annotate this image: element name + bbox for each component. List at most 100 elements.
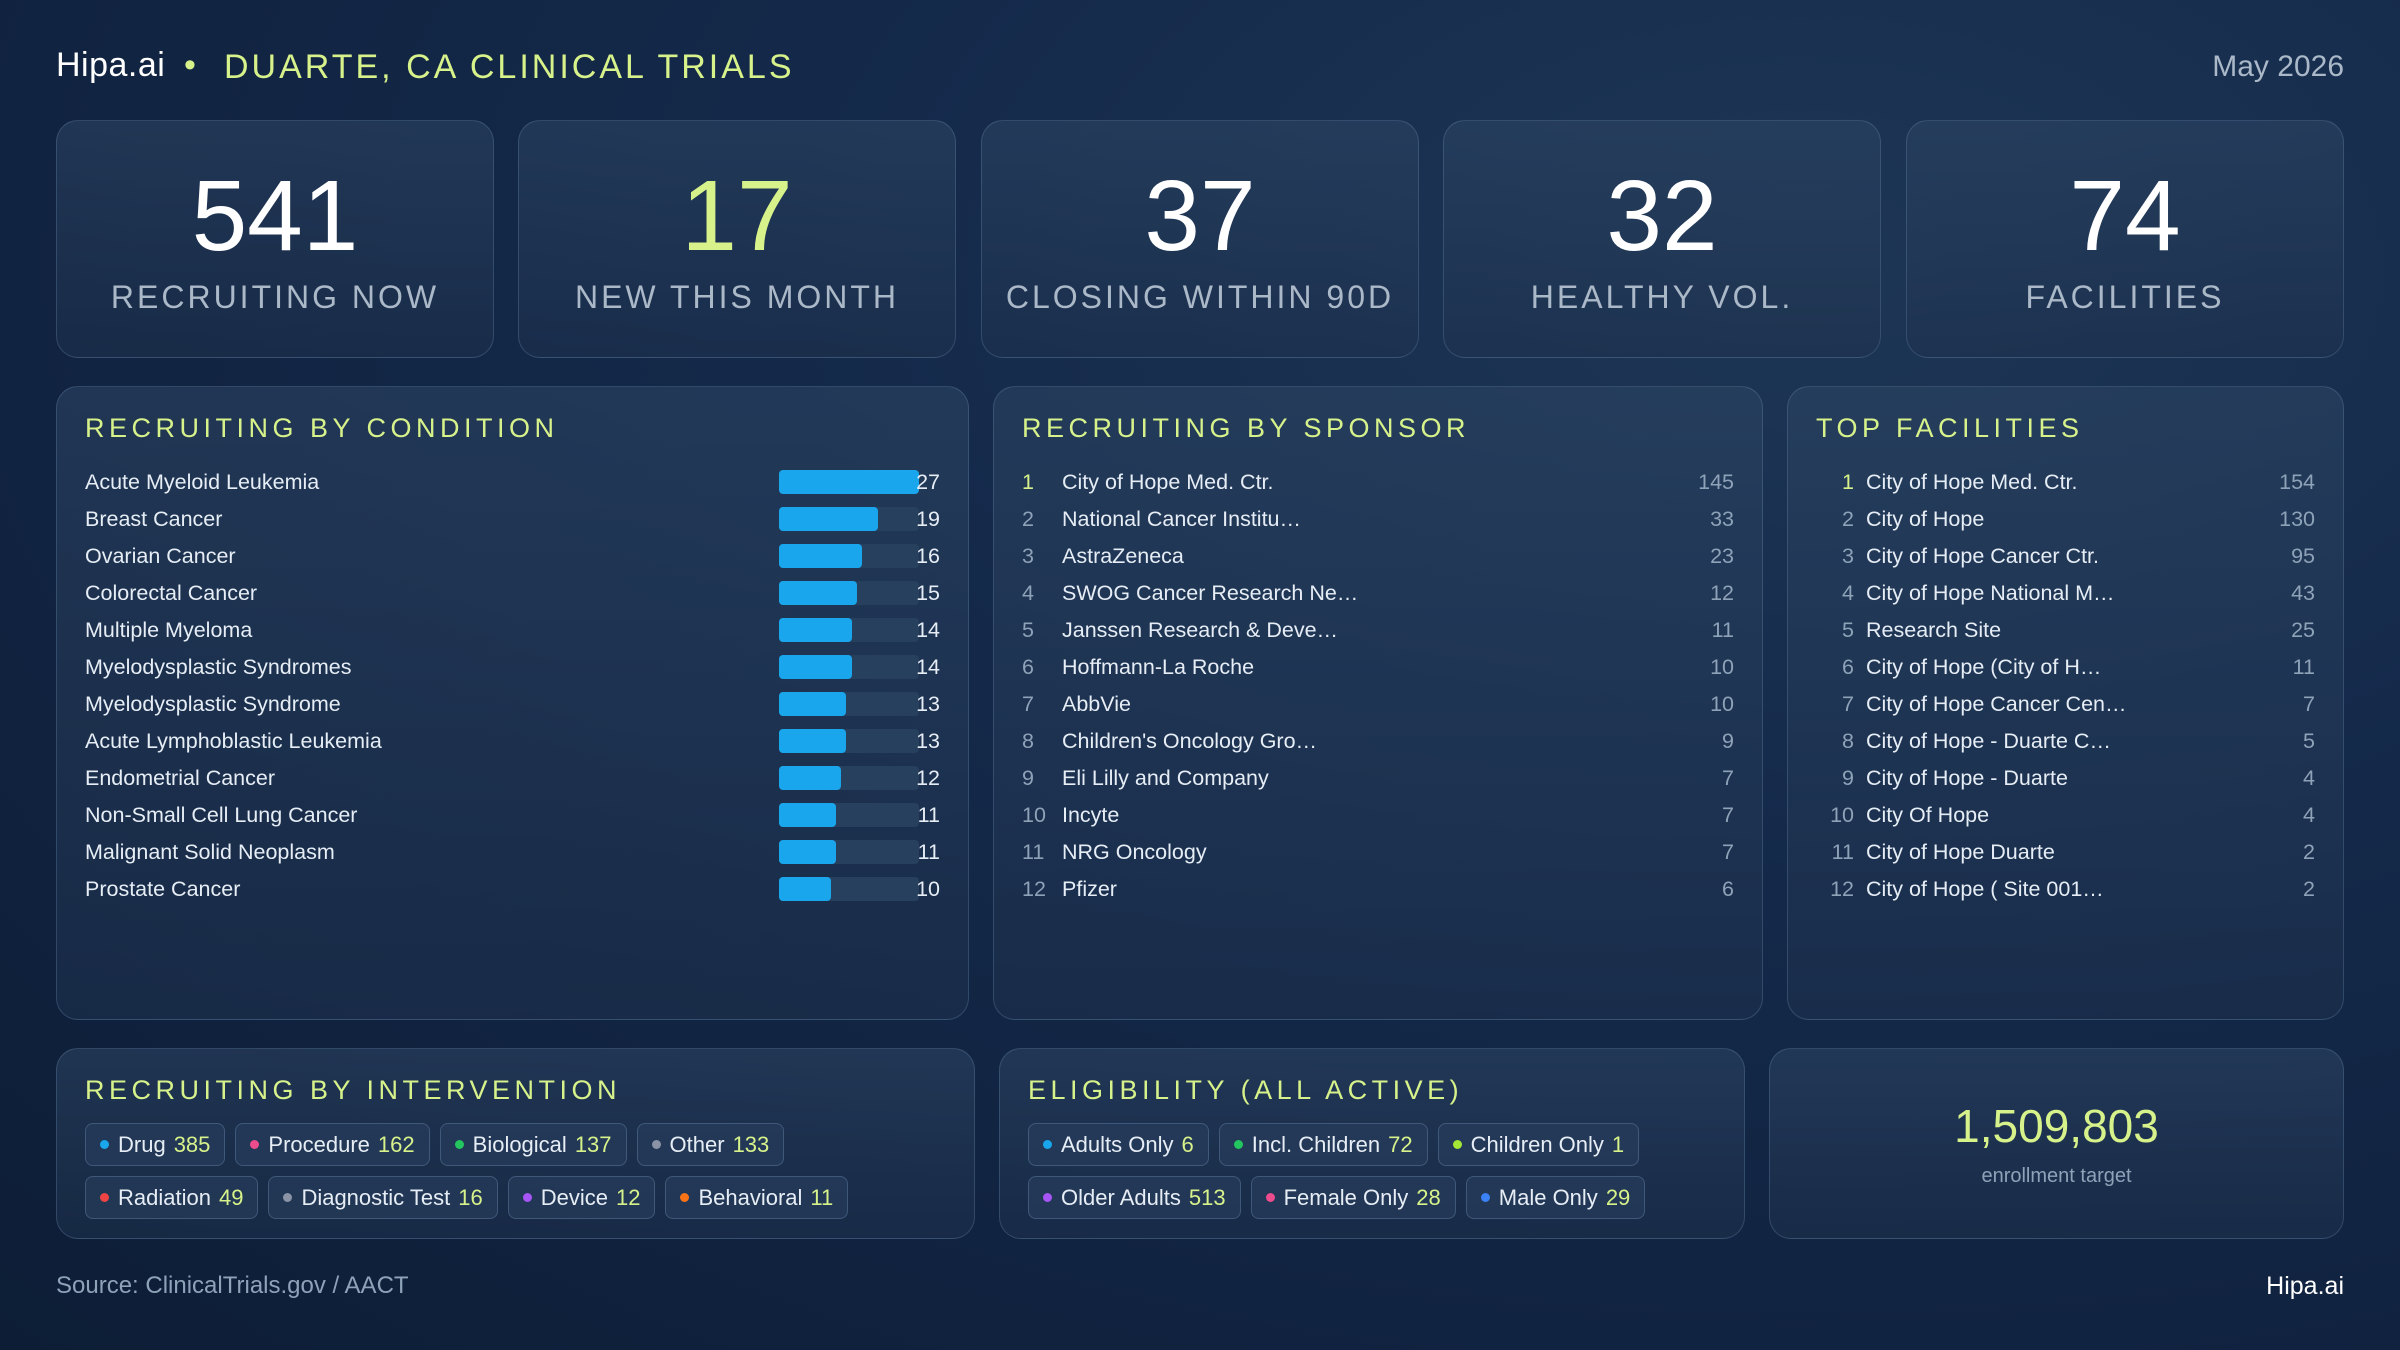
- facility-rank: 5: [1842, 618, 1854, 642]
- legend-dot-icon: [1452, 1139, 1462, 1149]
- sponsor-row: 11 NRG Oncology 7: [1022, 835, 1734, 872]
- facility-name: Research Site: [1866, 618, 2002, 642]
- condition-bar-track: [779, 692, 919, 716]
- chip-label: Other: [669, 1132, 725, 1157]
- facilities-panel: TOP FACILITIES 1 City of Hope Med. Ctr. 15…: [1787, 386, 2344, 1020]
- legend-dot-icon: [1480, 1192, 1490, 1202]
- sponsor-rank: 6: [1022, 655, 1034, 679]
- sponsors-list: 1 City of Hope Med. Ctr. 145 2 National Canc…: [1022, 465, 1734, 909]
- facility-rank: 9: [1842, 766, 1854, 790]
- condition-name: Acute Myeloid Leukemia: [85, 470, 320, 494]
- sponsor-rank: 11: [1022, 840, 1045, 864]
- sponsor-row: 2 National Cancer Institu… 33: [1022, 502, 1734, 539]
- facility-name: City of Hope Med. Ctr.: [1866, 470, 2078, 494]
- facility-count: 25: [2291, 618, 2315, 642]
- sponsor-rank: 10: [1022, 803, 1046, 827]
- condition-bar-track: [779, 766, 919, 790]
- legend-dot-icon: [1233, 1139, 1243, 1149]
- facility-row: 6 City of Hope (City of H… 11: [1816, 650, 2315, 687]
- panel-title: RECRUITING BY CONDITION: [85, 413, 559, 443]
- category-chip: Female Only 28: [1250, 1176, 1456, 1219]
- legend-dot-icon: [454, 1139, 464, 1149]
- kpi-card-healthy-volunteers: 32 HEALTHY VOL.: [1443, 120, 1881, 358]
- kpi-value: 37: [1144, 160, 1256, 272]
- sponsor-name: NRG Oncology: [1062, 840, 1207, 864]
- condition-name: Breast Cancer: [85, 507, 223, 531]
- condition-bar: [779, 655, 852, 679]
- condition-bar-track: [779, 507, 919, 531]
- sponsor-row: 7 AbbVie 10: [1022, 687, 1734, 724]
- facility-name: City of Hope National M…: [1866, 581, 2115, 605]
- sponsor-row: 9 Eli Lilly and Company 7: [1022, 761, 1734, 798]
- condition-bar-track: [779, 618, 919, 642]
- category-chip: Diagnostic Test 16: [268, 1176, 498, 1219]
- conditions-panel: RECRUITING BY CONDITION Acute Myeloid Le…: [56, 386, 969, 1020]
- legend-dot-icon: [283, 1192, 293, 1202]
- facility-row: 8 City of Hope - Duarte C… 5: [1816, 724, 2315, 761]
- chip-count: 1: [1611, 1132, 1625, 1157]
- chip-label: Behavioral: [698, 1185, 803, 1210]
- sponsor-rank: 2: [1022, 507, 1034, 531]
- chip-label: Biological: [472, 1132, 567, 1157]
- sponsor-row: 12 Pfizer 6: [1022, 872, 1734, 909]
- chip-count: 133: [732, 1132, 770, 1157]
- facility-rank: 10: [1830, 803, 1854, 827]
- facility-row: 2 City of Hope 130: [1816, 502, 2315, 539]
- eligibility-chips: Adults Only 6 Incl. Children 72 Children Onl…: [1028, 1123, 1724, 1229]
- category-chip: Incl. Children 72: [1218, 1123, 1428, 1166]
- condition-count: 12: [916, 766, 940, 790]
- facility-row: 12 City of Hope ( Site 001… 2: [1816, 872, 2315, 909]
- chip-count: 11: [810, 1185, 834, 1210]
- sponsor-row: 3 AstraZeneca 23: [1022, 539, 1734, 576]
- eligibility-panel: ELIGIBILITY (ALL ACTIVE) Adults Only 6 Inc…: [999, 1048, 1745, 1239]
- condition-row: Ovarian Cancer 16: [85, 539, 940, 576]
- kpi-value: 32: [1606, 160, 1718, 272]
- panel-title: TOP FACILITIES: [1816, 413, 2084, 443]
- facility-name: City of Hope: [1866, 507, 1985, 531]
- kpi-label: NEW THIS MONTH: [574, 279, 900, 315]
- sponsor-name: Hoffmann-La Roche: [1062, 655, 1255, 679]
- condition-bar: [779, 544, 862, 568]
- category-chip: Biological 137: [439, 1123, 627, 1166]
- facility-name: City of Hope - Duarte: [1866, 766, 2068, 790]
- facilities-list: 1 City of Hope Med. Ctr. 154 2 City of Hope 1…: [1816, 465, 2315, 909]
- facility-rank: 1: [1842, 470, 1854, 494]
- sponsor-row: 4 SWOG Cancer Research Ne… 12: [1022, 576, 1734, 613]
- category-chip: Male Only 29: [1465, 1176, 1646, 1219]
- chip-count: 16: [458, 1185, 483, 1210]
- facility-row: 10 City Of Hope 4: [1816, 798, 2315, 835]
- condition-row: Myelodysplastic Syndromes 14: [85, 650, 940, 687]
- enrollment-target-value: 1,509,803: [1954, 1100, 2159, 1152]
- condition-name: Non-Small Cell Lung Cancer: [85, 803, 358, 827]
- kpi-card-closing-within-90d: 37 CLOSING WITHIN 90D: [981, 120, 1419, 358]
- kpi-card-new-this-month: 17 NEW THIS MONTH: [518, 120, 956, 358]
- facility-count: 5: [2303, 729, 2315, 753]
- facility-count: 4: [2303, 803, 2315, 827]
- sponsor-name: Incyte: [1062, 803, 1120, 827]
- panel-title: RECRUITING BY SPONSOR: [1022, 413, 1471, 443]
- condition-bar-track: [779, 470, 919, 494]
- legend-dot-icon: [651, 1139, 661, 1149]
- legend-dot-icon: [250, 1139, 260, 1149]
- chip-count: 137: [574, 1132, 612, 1157]
- condition-row: Acute Lymphoblastic Leukemia 13: [85, 724, 940, 761]
- sponsor-rank: 5: [1022, 618, 1034, 642]
- chip-label: Adults Only: [1061, 1132, 1174, 1157]
- facility-count: 2: [2303, 877, 2315, 901]
- chip-row: Older Adults 513 Female Only 28 Male Only 29: [1028, 1176, 1724, 1229]
- sponsor-count: 10: [1710, 692, 1734, 716]
- kpi-value: 17: [681, 160, 793, 272]
- chip-label: Male Only: [1498, 1185, 1598, 1210]
- legend-dot-icon: [680, 1192, 690, 1202]
- kpi-value: 74: [2069, 160, 2181, 272]
- category-chip: Behavioral 11: [665, 1176, 849, 1219]
- sponsor-row: 6 Hoffmann-La Roche 10: [1022, 650, 1734, 687]
- facility-row: 1 City of Hope Med. Ctr. 154: [1816, 465, 2315, 502]
- chip-label: Incl. Children: [1251, 1132, 1381, 1157]
- chip-count: 49: [218, 1185, 244, 1210]
- condition-count: 14: [916, 618, 940, 642]
- chip-count: 162: [377, 1132, 415, 1157]
- conditions-list: Acute Myeloid Leukemia 27 Breast Cancer 19 O…: [85, 465, 940, 909]
- condition-row: Malignant Solid Neoplasm 11: [85, 835, 940, 872]
- chip-count: 72: [1388, 1132, 1413, 1157]
